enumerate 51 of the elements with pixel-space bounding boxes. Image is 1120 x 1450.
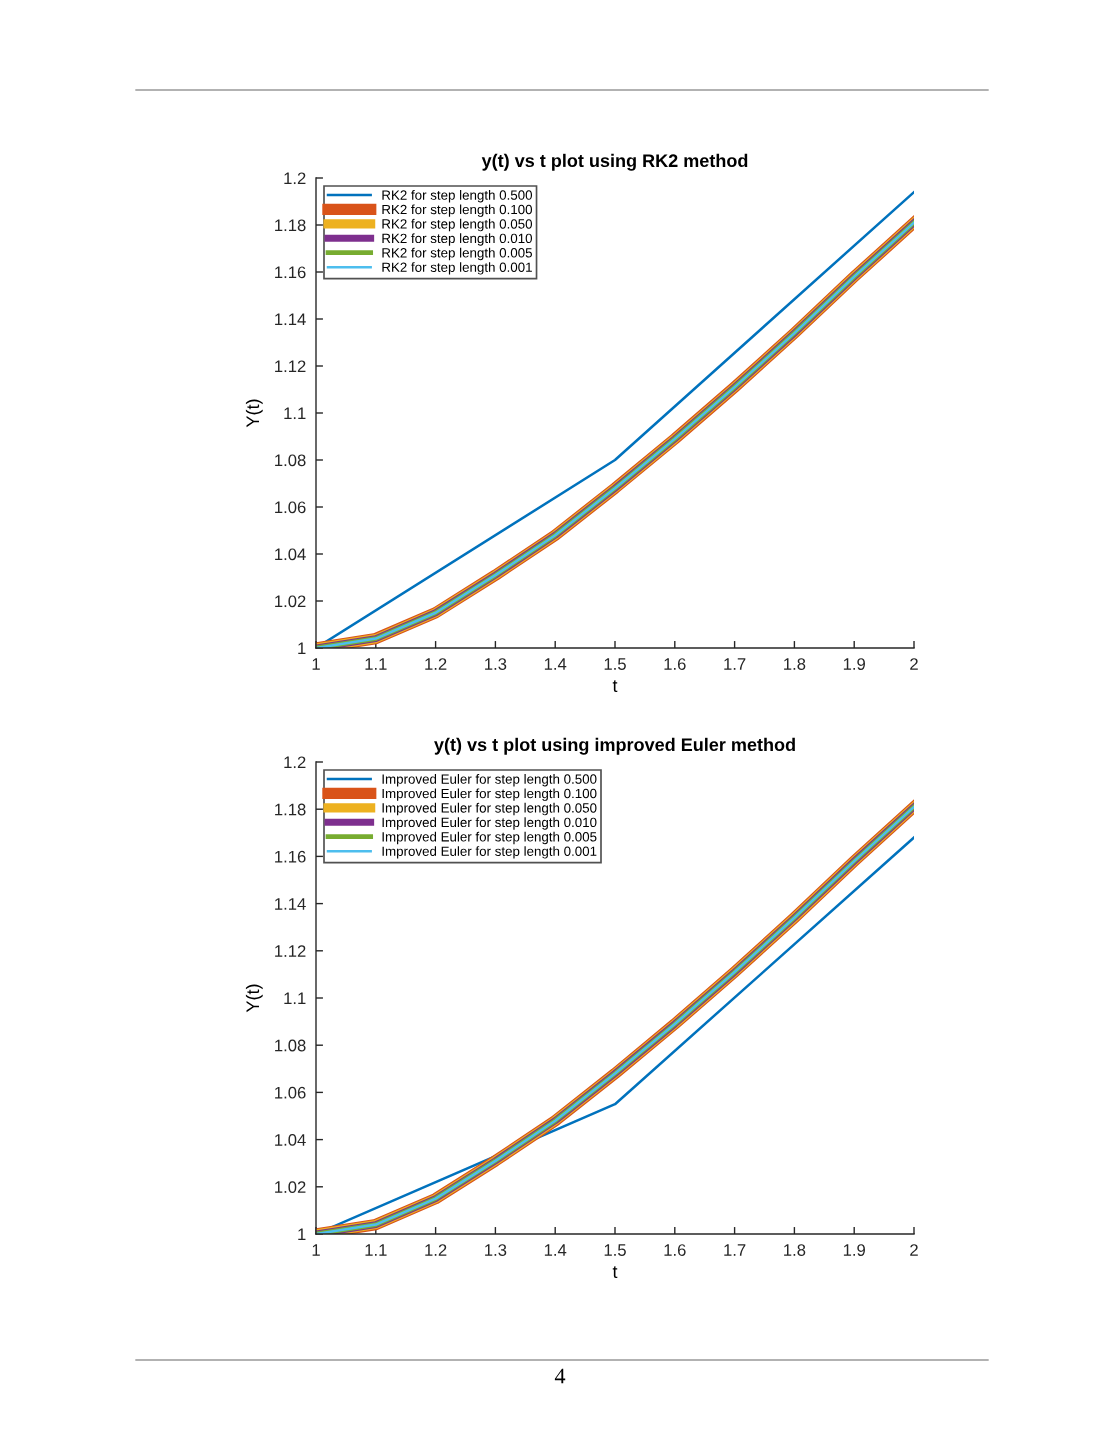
chart-title: y(t) vs t plot using RK2 method xyxy=(481,153,748,171)
y-tick-label: 1.18 xyxy=(275,803,306,816)
y-tick-label: 1.16 xyxy=(275,266,306,279)
x-tick-label: 1.1 xyxy=(365,1244,387,1256)
y-tick-label: 1.2 xyxy=(284,756,306,769)
x-tick-label: 1.5 xyxy=(604,1244,626,1256)
y-tick-label: 1.04 xyxy=(275,548,306,561)
text: 4 xyxy=(554,1368,566,1384)
y-tick-label: 1.08 xyxy=(275,454,306,467)
y-tick-label: 1 xyxy=(298,1228,306,1241)
x-tick-label: 2 xyxy=(910,1244,918,1256)
x-tick-label: 1.4 xyxy=(544,658,567,670)
y-tick-label: 1.1 xyxy=(284,407,306,420)
y-tick-label: 1.12 xyxy=(275,945,306,957)
y-tick-label: 1.06 xyxy=(275,501,306,514)
y-tick-label: 1.2 xyxy=(284,172,306,185)
x-tick-label: 1.8 xyxy=(784,658,806,670)
y-tick-label: 1.02 xyxy=(275,595,306,608)
x-tick-label: 1.6 xyxy=(664,1244,686,1256)
x-tick-label: 1.9 xyxy=(843,658,865,670)
y-tick-label: 1.14 xyxy=(275,898,306,910)
y-tick-label: 1.1 xyxy=(284,992,306,1005)
y-axis-title: Y(t) xyxy=(245,984,263,1013)
x-tick-label: 1.8 xyxy=(784,1244,806,1256)
x-tick-label: 1 xyxy=(312,1244,320,1256)
x-tick-label: 2 xyxy=(910,658,918,670)
x-tick-label: 1.6 xyxy=(664,658,686,670)
y-tick-label: 1.06 xyxy=(275,1086,306,1099)
y-axis-title: Y(t) xyxy=(245,399,263,428)
x-axis-title: t xyxy=(612,680,618,693)
y-tick-label: 1.16 xyxy=(275,850,306,863)
y-tick-label: 1.18 xyxy=(275,219,306,232)
x-tick-label: 1.7 xyxy=(724,658,746,670)
x-tick-label: 1.2 xyxy=(425,658,447,670)
y-tick-label: 1.12 xyxy=(275,360,306,373)
x-axis-title: t xyxy=(612,1266,618,1279)
y-tick-label: 1.14 xyxy=(275,313,306,326)
x-tick-label: 1.7 xyxy=(724,1244,746,1256)
x-tick-label: 1.3 xyxy=(485,658,507,670)
y-tick-label: 1.04 xyxy=(275,1134,306,1146)
y-tick-label: 1 xyxy=(298,642,306,655)
chart-title: y(t) vs t plot using improved Euler method xyxy=(434,737,795,755)
x-tick-label: 1.9 xyxy=(843,1244,865,1256)
x-tick-label: 1 xyxy=(312,658,320,670)
x-tick-label: 1.2 xyxy=(425,1244,447,1256)
x-tick-label: 1.4 xyxy=(544,1244,567,1256)
y-tick-label: 1.08 xyxy=(275,1039,306,1052)
x-tick-label: 1.5 xyxy=(604,658,626,670)
y-tick-label: 1.02 xyxy=(275,1181,306,1193)
x-tick-label: 1.1 xyxy=(365,658,387,670)
x-tick-label: 1.3 xyxy=(485,1244,507,1256)
